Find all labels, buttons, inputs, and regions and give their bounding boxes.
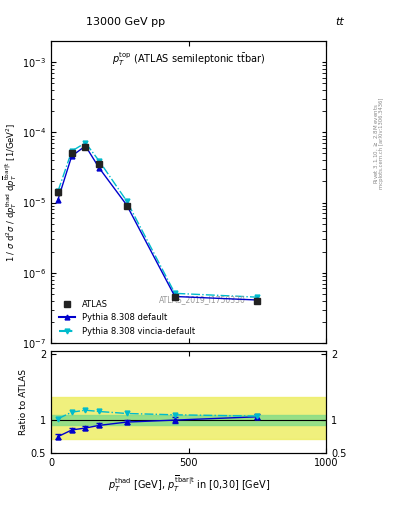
Text: ATLAS_2019_I1750330: ATLAS_2019_I1750330 — [159, 295, 246, 304]
Text: 13000 GeV pp: 13000 GeV pp — [86, 16, 165, 27]
X-axis label: $p_T^{\rm thad}$ [GeV], $p_T^{\rm \overline{t}bar|t}$ in [0,30] [GeV]: $p_T^{\rm thad}$ [GeV], $p_T^{\rm \overl… — [108, 474, 270, 494]
Text: mcplots.cern.ch [arXiv:1306.3436]: mcplots.cern.ch [arXiv:1306.3436] — [379, 98, 384, 189]
Bar — [51, 415, 326, 425]
Y-axis label: 1 / $\sigma$ d$^2\sigma$ / d$p_T^{\rm thad}$ d$p_T^{\rm \overline{t}bar|t}$ [1/G: 1 / $\sigma$ d$^2\sigma$ / d$p_T^{\rm th… — [2, 122, 19, 262]
Legend: ATLAS, Pythia 8.308 default, Pythia 8.308 vincia-default: ATLAS, Pythia 8.308 default, Pythia 8.30… — [55, 297, 198, 339]
Text: tt: tt — [335, 16, 344, 27]
Text: $p_T^{\rm top}$ (ATLAS semileptonic t$\bar{\rm t}$bar): $p_T^{\rm top}$ (ATLAS semileptonic t$\b… — [112, 50, 265, 68]
Y-axis label: Ratio to ATLAS: Ratio to ATLAS — [19, 369, 28, 435]
Bar — [51, 397, 326, 439]
Text: Rivet 3.1.10, $\geq$ 2.8M events: Rivet 3.1.10, $\geq$ 2.8M events — [372, 103, 380, 184]
